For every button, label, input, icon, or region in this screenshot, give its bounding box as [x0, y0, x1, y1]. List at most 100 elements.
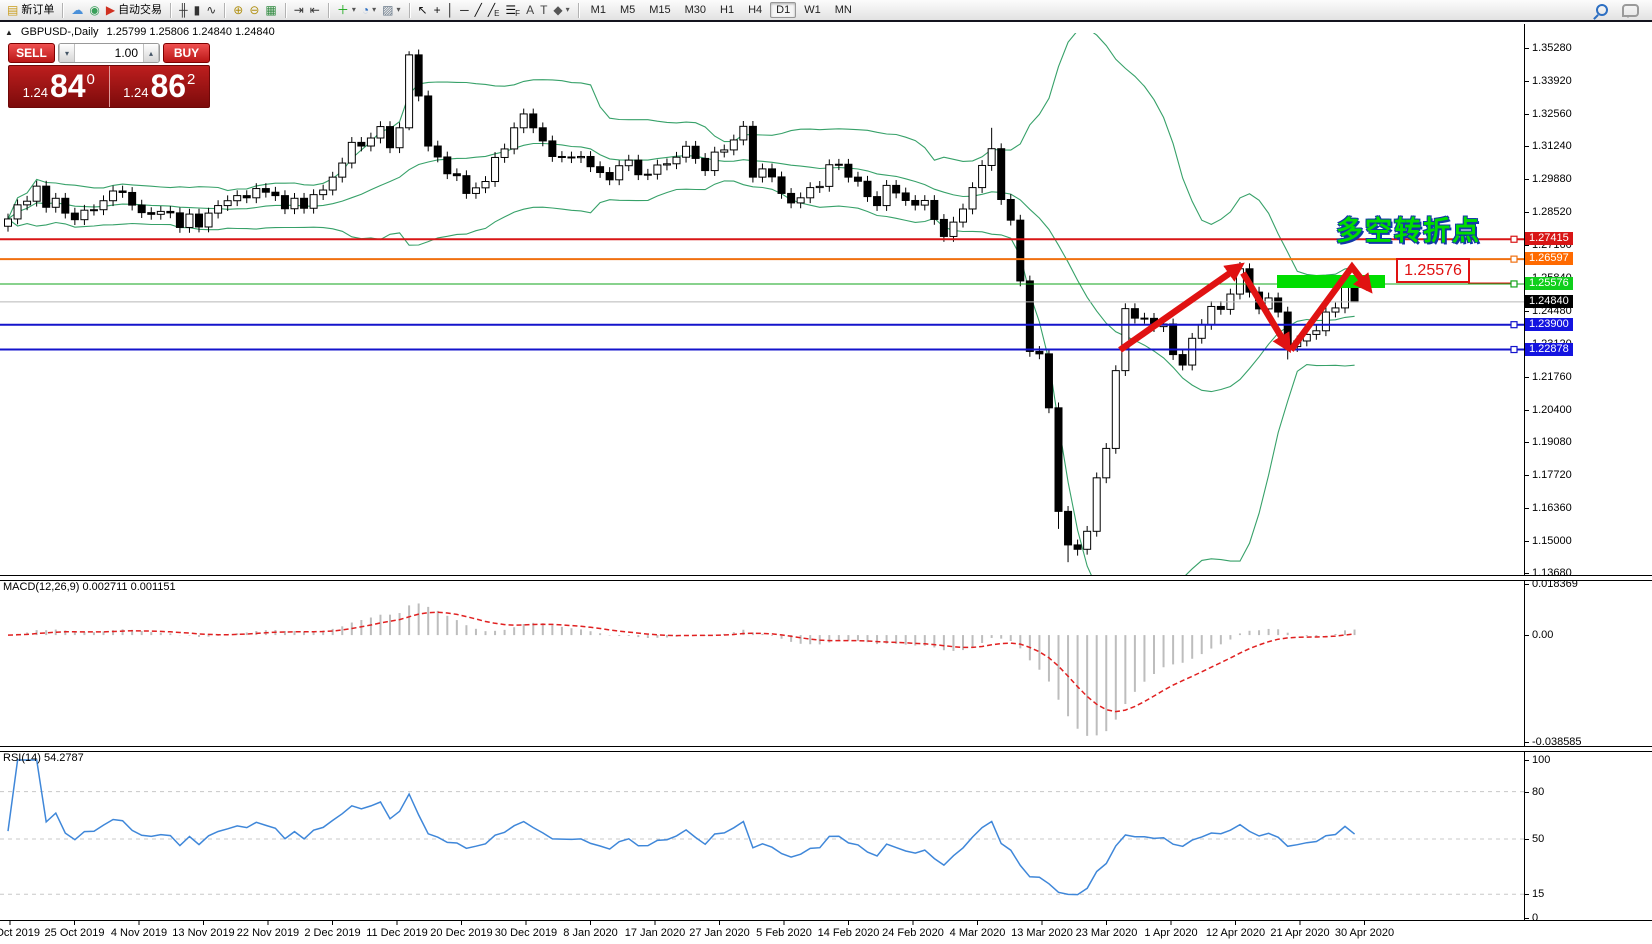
candle-body: [739, 125, 748, 141]
date-label: 20 Dec 2019: [430, 927, 493, 939]
candle-body: [605, 172, 614, 181]
candle-body: [195, 213, 203, 228]
main-macd-separator[interactable]: [0, 575, 1652, 581]
periods-caret-icon[interactable]: ▾: [372, 5, 377, 14]
time-axis-separator: [0, 920, 1652, 921]
trend-zigzag-arrow[interactable]: [1240, 271, 1292, 354]
candle-body: [1111, 370, 1120, 449]
line-chart-icon[interactable]: ∿: [203, 1, 219, 19]
price-tick: [1524, 310, 1529, 312]
trendline-icon[interactable]: ╱: [472, 1, 485, 19]
timeframe-h4[interactable]: H4: [742, 2, 768, 18]
candle-body: [386, 126, 394, 149]
trend-zigzag-arrow[interactable]: [1118, 262, 1245, 353]
candlestick-chart-glyph: ▮: [193, 3, 201, 17]
price-tick-label: 1.15000: [1532, 535, 1572, 548]
periods-icon[interactable]: ◔ ▾: [359, 1, 379, 19]
mql5-community-icon[interactable]: ☁: [68, 1, 86, 19]
search-icon[interactable]: [1596, 4, 1608, 16]
candle-body: [901, 192, 910, 201]
trend-zigzag-arrow[interactable]: [1288, 261, 1373, 352]
price-tick-label: 1.31240: [1532, 140, 1572, 153]
signals-icon[interactable]: ◉: [86, 1, 102, 19]
zoom-out-glyph: ⊖: [249, 3, 260, 17]
macd-rsi-separator[interactable]: [0, 746, 1652, 752]
timeframe-m1[interactable]: M1: [585, 2, 612, 18]
rsi-line: [7, 759, 1356, 896]
tile-windows-icon[interactable]: ▦: [262, 1, 279, 19]
date-label: 4 Nov 2019: [110, 927, 168, 939]
level-handle-square[interactable]: [1510, 280, 1518, 288]
collapse-one-click-icon[interactable]: ▲: [5, 27, 13, 37]
ask-price[interactable]: 1.24 86 2: [108, 66, 210, 107]
templates-icon[interactable]: ▨ ▾: [379, 1, 403, 19]
indicators-caret-icon[interactable]: ▾: [351, 5, 356, 14]
volume-decrease-button[interactable]: ▾: [59, 44, 75, 62]
vertical-line-icon[interactable]: │: [444, 1, 458, 19]
text-icon[interactable]: A: [523, 1, 537, 19]
candle-body: [825, 164, 834, 187]
rsi-pane[interactable]: [0, 759, 1524, 896]
timeframe-d1[interactable]: D1: [770, 2, 797, 18]
turning-point-annotation[interactable]: 多空转折点: [1336, 216, 1481, 246]
volume-input[interactable]: [75, 44, 143, 62]
macd-pane[interactable]: [7, 603, 1356, 736]
candle-body: [395, 127, 404, 149]
level-handle-square[interactable]: [1510, 345, 1518, 354]
bid-price-prefix: 1.24: [22, 85, 48, 100]
cursor-icon[interactable]: ↖: [415, 1, 431, 19]
indicators-icon[interactable]: ＋ ▾: [334, 1, 359, 19]
candle-body: [1216, 305, 1225, 310]
timeframe-m30[interactable]: M30: [679, 2, 712, 18]
date-label: 2 Dec 2019: [304, 927, 361, 939]
level-handle-square[interactable]: [1510, 321, 1518, 329]
timeframe-h1[interactable]: H1: [714, 2, 740, 18]
price-tick: [1524, 541, 1529, 543]
candlestick-chart-icon[interactable]: ▮: [191, 1, 204, 19]
text-label-icon[interactable]: T: [537, 1, 550, 19]
candle-body: [147, 212, 156, 215]
candle-body: [185, 213, 194, 228]
equidistant-channel-icon[interactable]: ╱ E: [485, 1, 503, 19]
main-pane[interactable]: [0, 28, 1524, 604]
candle-body: [1035, 350, 1044, 355]
ask-price-point: 2: [187, 71, 196, 88]
fibonacci-icon[interactable]: ☰ F: [502, 1, 523, 19]
crosshair-icon[interactable]: +: [431, 1, 444, 19]
level-handle-square[interactable]: [1510, 255, 1518, 263]
new-order-icon[interactable]: ▤ 新订单: [4, 1, 57, 19]
bid-price[interactable]: 1.24 84 0: [9, 66, 109, 107]
templates-caret-icon[interactable]: ▾: [396, 5, 401, 14]
candle-body: [682, 145, 691, 158]
timeframe-m15[interactable]: M15: [643, 2, 676, 18]
date-label: 30 Dec 2019: [494, 927, 558, 939]
auto-trading-icon[interactable]: ▶ 自动交易: [103, 1, 165, 19]
timeframe-w1[interactable]: W1: [798, 2, 827, 18]
level-handle-square[interactable]: [1510, 235, 1518, 243]
text-label-glyph: T: [540, 3, 548, 17]
chat-icon[interactable]: [1622, 3, 1639, 18]
chart-title: GBPUSD-,Daily: [20, 26, 99, 38]
price-callout-label[interactable]: 1.25576: [1396, 258, 1470, 283]
auto-scroll-icon[interactable]: ⇥: [291, 1, 307, 19]
zoom-out-icon[interactable]: ⊖: [246, 1, 262, 19]
buy-button[interactable]: BUY: [163, 43, 210, 63]
candle-body: [118, 190, 127, 193]
horizontal-line-icon[interactable]: ─: [457, 1, 472, 19]
zoom-in-icon[interactable]: ⊕: [230, 1, 246, 19]
candle-body: [1350, 278, 1359, 303]
timeframe-m5[interactable]: M5: [614, 2, 641, 18]
highlight-rectangle[interactable]: [1277, 275, 1385, 288]
arrows-icon[interactable]: ◆ ▾: [550, 1, 572, 19]
arrows-caret-icon[interactable]: ▾: [565, 5, 570, 14]
rsi-axis-label: 15: [1532, 888, 1545, 901]
toolbar-separator: [327, 2, 329, 18]
volume-increase-button[interactable]: ▴: [143, 44, 159, 62]
timeframe-mn[interactable]: MN: [829, 2, 858, 18]
bar-chart-icon[interactable]: ╫: [176, 1, 191, 19]
sell-button[interactable]: SELL: [8, 43, 55, 63]
chart-shift-icon[interactable]: ⇤: [307, 1, 323, 19]
candle-body: [701, 157, 710, 172]
